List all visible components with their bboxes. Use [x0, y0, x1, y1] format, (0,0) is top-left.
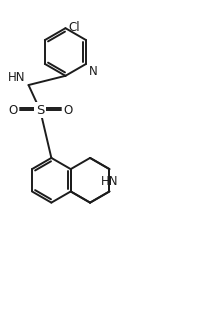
Text: HN: HN	[101, 175, 118, 188]
Text: S: S	[36, 104, 44, 117]
Text: HN: HN	[8, 71, 26, 84]
Text: O: O	[8, 104, 17, 117]
Text: O: O	[63, 104, 72, 117]
Text: Cl: Cl	[68, 21, 80, 34]
Text: N: N	[88, 65, 97, 78]
